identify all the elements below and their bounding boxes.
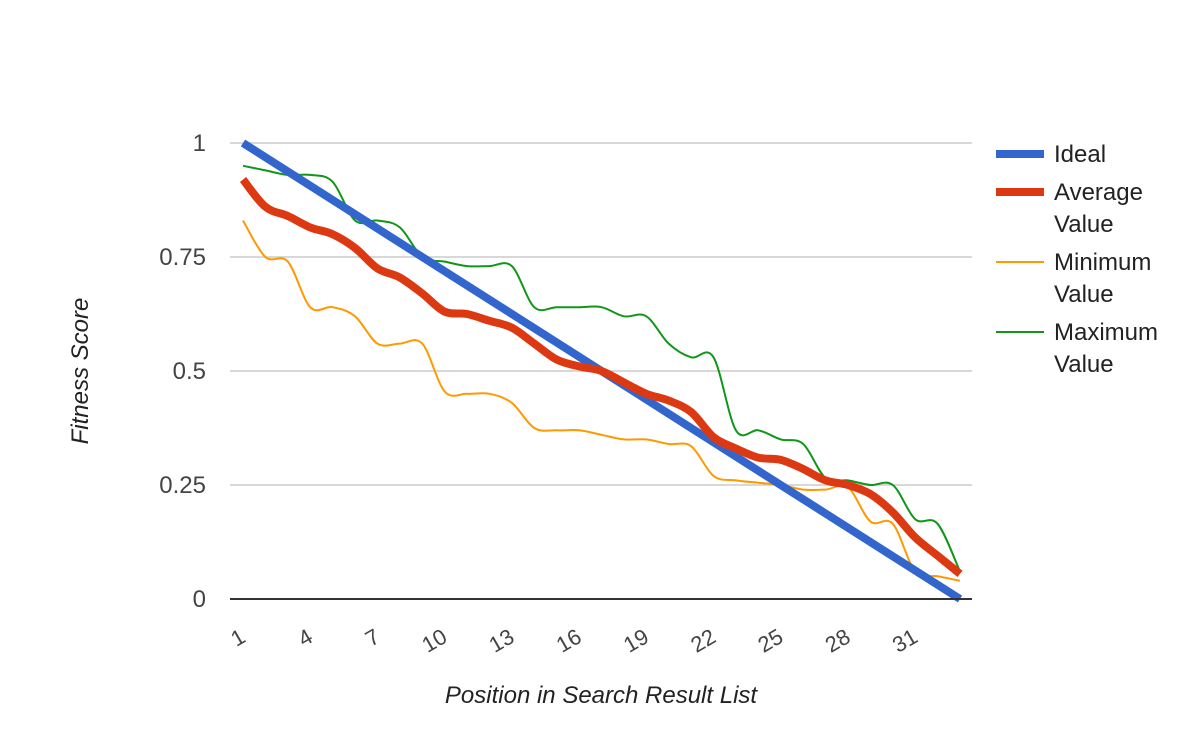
y-tick-label: 1 xyxy=(193,130,206,157)
x-tick-label: 4 xyxy=(294,624,317,652)
x-tick-label: 13 xyxy=(485,624,519,658)
y-tick-label: 0 xyxy=(193,586,206,613)
x-axis-ticks: 1 4 7 10 13 16 19 22 25 28 31 xyxy=(226,624,921,658)
x-tick-label: 19 xyxy=(619,624,653,658)
x-tick-label: 16 xyxy=(552,624,586,658)
x-tick-label: 1 xyxy=(226,624,249,652)
y-axis-ticks: 0 0.25 0.5 0.75 1 xyxy=(159,130,206,613)
x-tick-label: 31 xyxy=(888,624,922,658)
legend-label: Ideal xyxy=(1054,141,1106,168)
legend-label: Minimum Value xyxy=(1054,249,1151,308)
x-tick-label: 28 xyxy=(821,624,855,658)
x-tick-label: 25 xyxy=(754,624,788,658)
y-tick-label: 0.75 xyxy=(159,244,206,271)
y-tick-label: 0.5 xyxy=(173,358,206,385)
y-tick-label: 0.25 xyxy=(159,472,206,499)
x-axis-title: Position in Search Result List xyxy=(445,682,758,709)
x-tick-label: 10 xyxy=(417,624,451,658)
legend: Ideal Average Value Minimum Value Maximum Valu… xyxy=(996,141,1158,378)
x-tick-label: 22 xyxy=(686,624,720,658)
legend-label: Average Value xyxy=(1054,179,1143,238)
legend-label: Maximum Value xyxy=(1054,319,1158,378)
y-axis-title: Fitness Score xyxy=(67,298,94,445)
x-tick-label: 7 xyxy=(361,624,384,652)
series-line-average-value xyxy=(239,176,963,578)
series-lines xyxy=(239,139,963,603)
